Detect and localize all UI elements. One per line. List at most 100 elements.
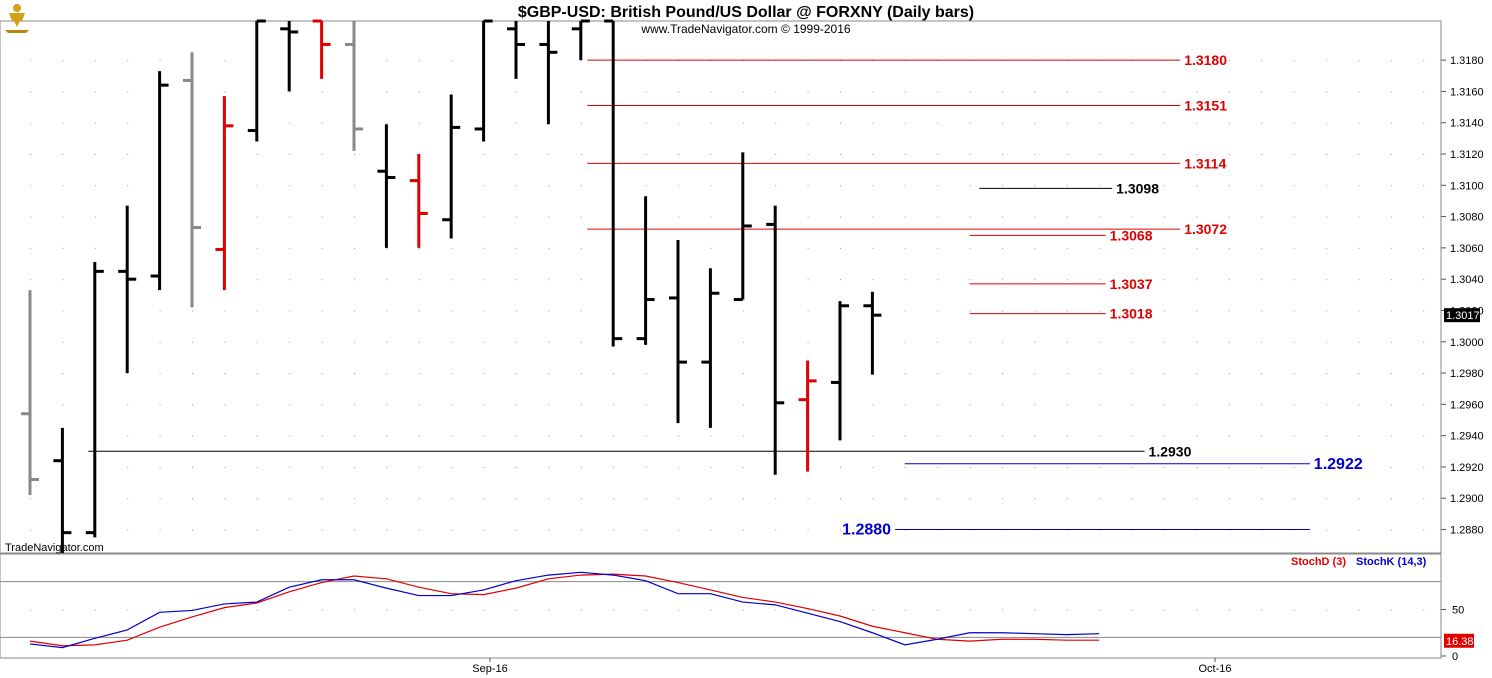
grid-dot	[872, 435, 874, 437]
grid-dot	[418, 373, 420, 375]
osc-grid-dot	[1164, 609, 1165, 611]
grid-dot	[580, 373, 582, 375]
grid-dot	[192, 529, 193, 531]
grid-dot	[94, 216, 96, 218]
grid-dot	[1423, 435, 1425, 437]
grid-dot	[937, 154, 939, 155]
grid-dot	[840, 122, 841, 124]
osc-grid-dot	[580, 609, 582, 611]
grid-dot	[1261, 60, 1263, 62]
grid-dot	[1002, 466, 1003, 468]
grid-dot	[192, 498, 193, 500]
grid-dot	[354, 154, 355, 155]
grid-dot	[321, 185, 323, 187]
osc-grid-dot	[1261, 609, 1263, 611]
osc-grid-dot	[159, 609, 161, 611]
grid-dot	[678, 435, 679, 437]
grid-dot	[256, 373, 258, 375]
grid-dot	[1423, 216, 1425, 218]
grid-dot	[256, 310, 258, 312]
grid-dot	[548, 154, 550, 155]
grid-dot	[94, 185, 96, 187]
grid-dot	[1131, 498, 1133, 500]
grid-dot	[1164, 466, 1165, 468]
grid-dot	[969, 185, 971, 187]
grid-dot	[904, 373, 906, 375]
grid-dot	[872, 498, 874, 500]
grid-dot	[451, 341, 453, 343]
grid-dot	[1326, 154, 1327, 155]
grid-dot	[386, 122, 388, 124]
grid-dot	[1293, 185, 1295, 187]
grid-dot	[386, 310, 388, 312]
grid-dot	[1002, 216, 1003, 218]
grid-dot	[969, 310, 971, 312]
grid-dot	[62, 216, 64, 218]
grid-dot	[1164, 122, 1165, 124]
grid-dot	[969, 404, 971, 406]
grid-dot	[775, 91, 777, 93]
grid-dot	[807, 91, 809, 93]
grid-dot	[580, 122, 582, 124]
grid-dot	[516, 404, 517, 406]
ohlc-bar	[118, 205, 137, 374]
osc-grid-dot	[1034, 609, 1036, 611]
grid-dot	[1390, 60, 1392, 62]
grid-dot	[354, 341, 355, 343]
grid-dot	[1034, 404, 1036, 406]
grid-dot	[1066, 154, 1068, 155]
grid-dot	[1326, 60, 1327, 62]
grid-dot	[840, 529, 841, 531]
grid-dot	[321, 529, 323, 531]
grid-dot	[1228, 154, 1230, 155]
ohlc-bar	[21, 290, 39, 496]
grid-dot	[451, 435, 453, 437]
osc-grid-dot	[1131, 609, 1133, 611]
x-tick-label: Oct-16	[1198, 663, 1231, 675]
grid-dot	[1002, 435, 1003, 437]
legend-stochk: StochK (14,3)	[1356, 556, 1427, 568]
price-axis: 1.3180 1.3160 1.3140 1.3120 1.3100 1.3080 1.30…	[1441, 55, 1484, 537]
grid-dot	[1423, 247, 1425, 249]
grid-dot	[580, 279, 582, 281]
grid-dot	[872, 279, 874, 281]
osc-grid-dot	[1326, 609, 1327, 611]
grid-dot	[1293, 60, 1295, 62]
grid-dot	[904, 185, 906, 187]
watermark: TradeNavigator.com	[5, 542, 104, 554]
grid-dot	[548, 310, 550, 312]
grid-dot	[1326, 373, 1327, 375]
grid-dot	[62, 310, 64, 312]
grid-dot	[872, 91, 874, 93]
level-label-1.2930: 1.2930	[1149, 443, 1192, 459]
grid-dot	[159, 498, 161, 500]
grid-dot	[289, 310, 291, 312]
osc-grid-dot	[483, 609, 485, 611]
grid-dot	[321, 91, 323, 93]
ohlc-bar	[312, 19, 331, 79]
grid-dot	[62, 279, 64, 281]
grid-dot	[1326, 216, 1327, 218]
grid-dot	[580, 60, 582, 62]
osc-grid-dot	[1228, 609, 1230, 611]
grid-dot	[94, 91, 96, 93]
osc-grid-dot	[1423, 609, 1425, 611]
grid-dot	[1423, 154, 1425, 155]
osc-last-value-label: 16.38	[1446, 636, 1474, 648]
grid-dot	[321, 122, 323, 124]
grid-dot	[94, 247, 96, 249]
grid-dot	[645, 404, 647, 406]
grid-dot	[516, 185, 517, 187]
grid-dot	[30, 91, 31, 93]
grid-dot	[1164, 373, 1165, 375]
grid-dot	[710, 216, 712, 218]
grid-dot	[192, 373, 193, 375]
grid-dot	[1261, 91, 1263, 93]
grid-dot	[1066, 247, 1068, 249]
grid-dot	[1034, 310, 1036, 312]
ohlc-bar	[442, 94, 461, 239]
grid-dot	[1099, 310, 1101, 312]
osc-grid-dot	[613, 609, 615, 611]
grid-dot	[1034, 216, 1036, 218]
grid-dot	[1002, 310, 1003, 312]
